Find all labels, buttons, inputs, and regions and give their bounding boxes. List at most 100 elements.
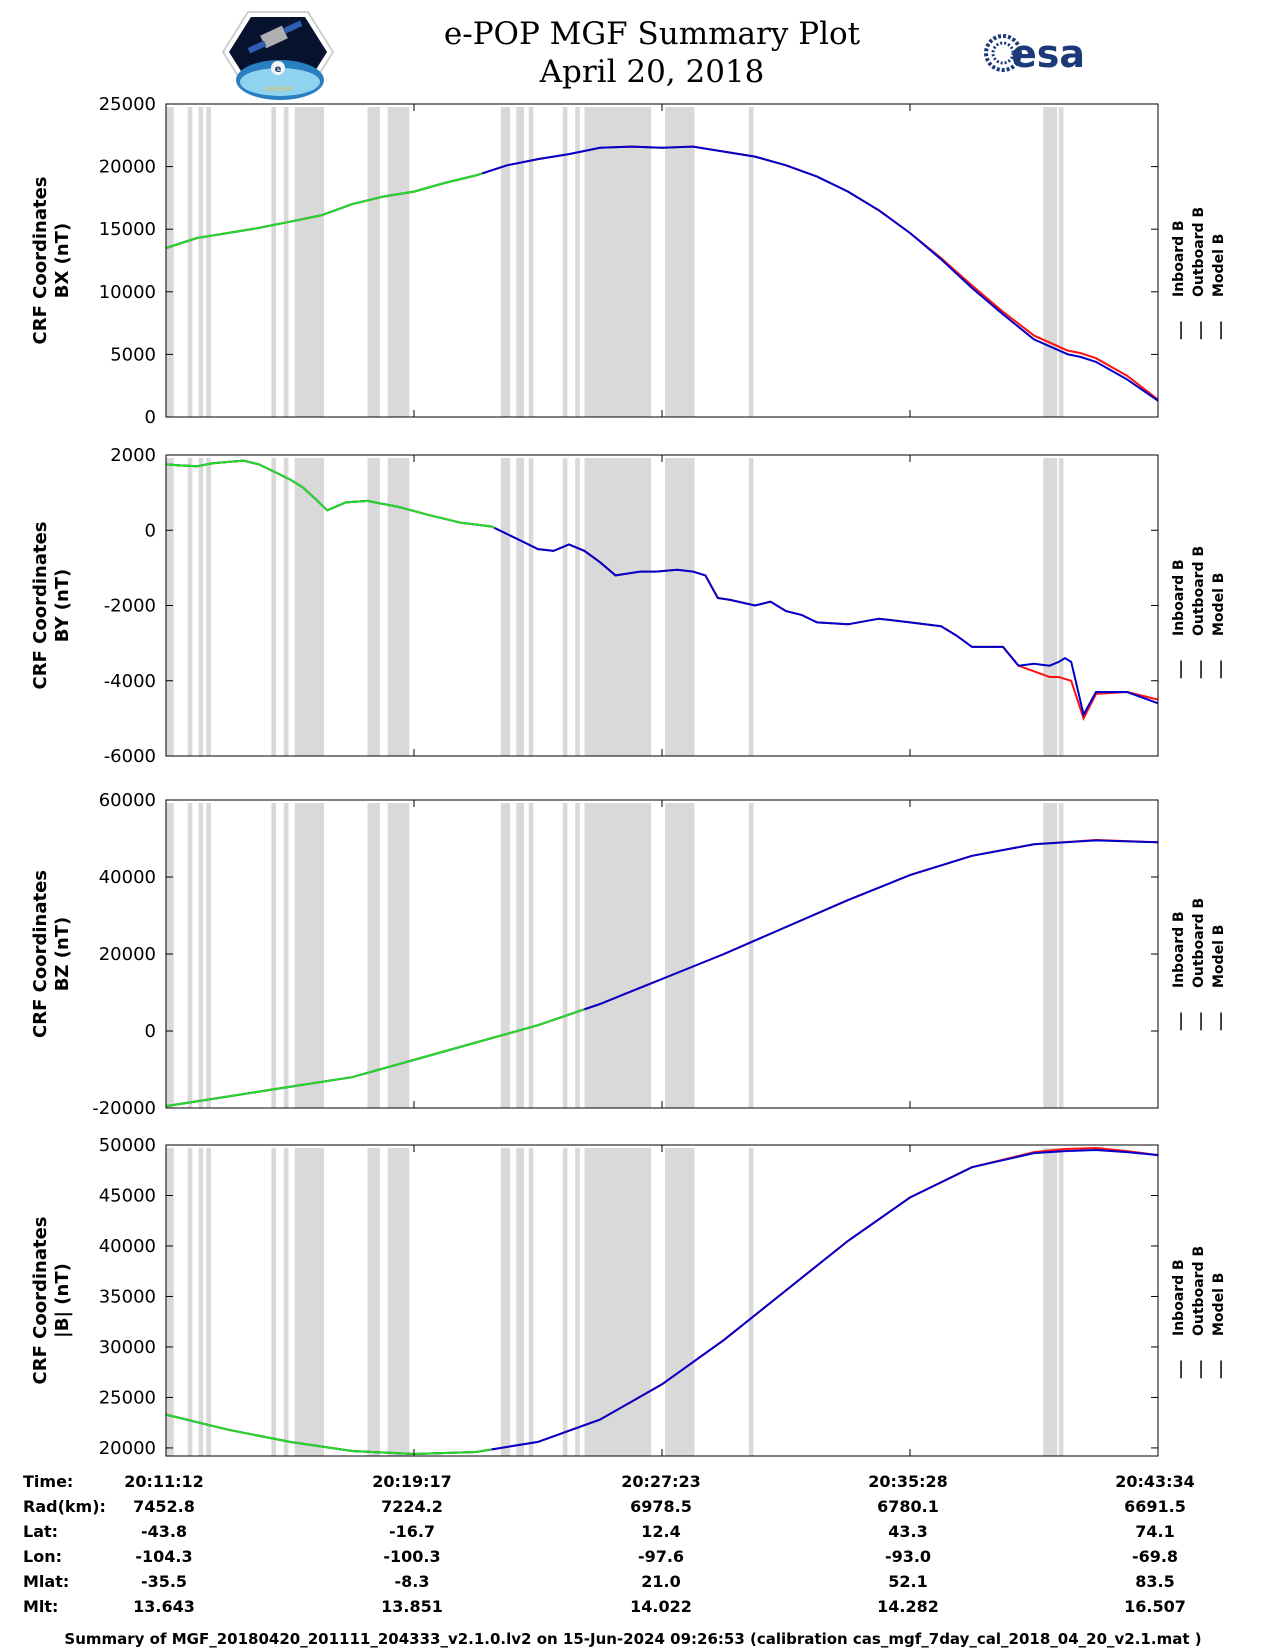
data-gap-band (575, 1148, 580, 1456)
y-tick-label: 60000 (99, 790, 156, 811)
legend-mark: | (1218, 1358, 1224, 1379)
data-gap-band (575, 107, 580, 417)
data-gap-band (562, 803, 568, 1108)
ephemeris-cell: 20:11:12 (124, 1472, 204, 1491)
ephemeris-cell: 20:19:17 (372, 1472, 452, 1491)
svg-text:e: e (275, 64, 282, 75)
data-gap-band (283, 107, 289, 417)
y-tick-label: 20000 (99, 157, 156, 178)
y-tick-label: 5000 (110, 344, 156, 365)
data-gap-band (198, 803, 204, 1108)
panel-2: -6000 -4000 -2000 0 2000 CRF Coordinates BY (n… (30, 445, 1227, 767)
title-line-2: April 20, 2018 (539, 54, 765, 90)
data-gap-band (748, 458, 754, 756)
y-axis-label: BZ (nT) (52, 917, 73, 992)
ephemeris-cell: 83.5 (1135, 1572, 1174, 1591)
title-line-1: e-POP MGF Summary Plot (444, 16, 861, 52)
data-gap-band (516, 1148, 525, 1456)
y-tick-label: 25000 (99, 1387, 156, 1408)
data-gap-band (387, 1148, 410, 1456)
ephemeris-row-label: Lat: (23, 1522, 58, 1541)
ephemeris-cell: 14.022 (630, 1597, 692, 1616)
data-gap-band (367, 458, 380, 756)
data-gap-band (584, 107, 652, 417)
ephemeris-cell: 13.643 (133, 1597, 195, 1616)
legend: Inboard B | Outboard B | Model B | (1171, 1246, 1227, 1379)
legend-mark: | (1178, 1358, 1184, 1379)
y-tick-label: 0 (145, 520, 156, 541)
data-gap-band (500, 803, 511, 1108)
legend-mark: | (1178, 319, 1184, 340)
ephemeris-cell: 13.851 (381, 1597, 443, 1616)
y-tick-label: -6000 (104, 746, 156, 767)
data-gap-band (1058, 107, 1064, 417)
data-gap-band (166, 458, 174, 756)
data-gap-shading (166, 458, 1064, 756)
cassiope-logo-text: CASSIOPE (263, 86, 293, 93)
data-gap-shading (166, 1148, 1064, 1456)
series-outboard-b (165, 459, 496, 529)
ephemeris-cell: 16.507 (1124, 1597, 1186, 1616)
y-tick-label: -2000 (104, 596, 156, 617)
legend-mark: | (1178, 658, 1184, 679)
data-gap-band (206, 107, 211, 417)
data-gap-band (198, 458, 204, 756)
ephemeris-cell: -35.5 (141, 1572, 187, 1591)
data-gap-band (206, 1148, 211, 1456)
ephemeris-row-label: Mlat: (23, 1572, 69, 1591)
y-tick-label: 20000 (99, 1438, 156, 1459)
legend-label: Model B (1211, 234, 1227, 297)
data-gap-band (271, 803, 277, 1108)
cassiope-logo: e CASSIOPE (221, 11, 335, 100)
series-outboard-b (165, 1008, 585, 1108)
legend-mark: | (1198, 319, 1204, 340)
data-gap-band (528, 1148, 534, 1456)
y-tick-label: 10000 (99, 282, 156, 303)
data-gap-band (387, 803, 410, 1108)
ephemeris-cell: -43.8 (141, 1522, 187, 1541)
ephemeris-row-label: Mlt: (23, 1597, 58, 1616)
y-tick-label: 50000 (99, 1135, 156, 1156)
data-gap-band (665, 1148, 695, 1456)
data-gap-band (528, 458, 534, 756)
data-gap-band (1043, 1148, 1058, 1456)
y-axis-label: BY (nT) (52, 569, 73, 643)
data-gap-band (283, 803, 289, 1108)
data-gap-band (528, 107, 534, 417)
data-gap-band (665, 458, 695, 756)
ephemeris-row-label: Rad(km): (23, 1497, 106, 1516)
ephemeris-cell: 14.282 (877, 1597, 939, 1616)
legend-label: Model B (1211, 573, 1227, 636)
legend-label: Inboard B (1171, 1259, 1187, 1336)
data-gap-band (166, 803, 174, 1108)
ephemeris-cell: 7224.2 (381, 1497, 443, 1516)
legend: Inboard B | Outboard B | Model B | (1171, 207, 1227, 340)
data-gap-band (528, 803, 534, 1108)
data-gap-band (166, 1148, 174, 1456)
y-axis-label: BX (nT) (52, 223, 73, 298)
data-gap-band (584, 803, 652, 1108)
legend-label: Outboard B (1191, 898, 1207, 988)
ephemeris-column: 20:19:17 7224.2 -16.7 -100.3 -8.3 13.851 (372, 1472, 452, 1616)
ephemeris-cell: 6978.5 (630, 1497, 692, 1516)
ephemeris-cell: -93.0 (885, 1547, 931, 1566)
ephemeris-cell: 6780.1 (877, 1497, 939, 1516)
y-tick-label: 40000 (99, 1236, 156, 1257)
ephemeris-cell: -104.3 (135, 1547, 192, 1566)
data-gap-band (500, 458, 511, 756)
data-gap-band (198, 107, 204, 417)
panel-1: 0 5000 10000 15000 20000 25000 CRF Coordinates… (30, 94, 1227, 428)
ephemeris-cell: 20:43:34 (1115, 1472, 1195, 1491)
data-gap-band (187, 803, 193, 1108)
ephemeris-cell: 52.1 (888, 1572, 927, 1591)
ephemeris-cell: 43.3 (888, 1522, 927, 1541)
ephemeris-cell: 74.1 (1135, 1522, 1174, 1541)
data-gap-band (283, 1148, 289, 1456)
ephemeris-column: 20:43:34 6691.5 74.1 -69.8 83.5 16.507 (1115, 1472, 1195, 1616)
esa-logo: esa (984, 32, 1085, 76)
y-axis-label: |B| (nT) (52, 1263, 73, 1338)
legend-label: Model B (1211, 1273, 1227, 1336)
data-gap-band (1043, 803, 1058, 1108)
data-gap-band (294, 107, 325, 417)
